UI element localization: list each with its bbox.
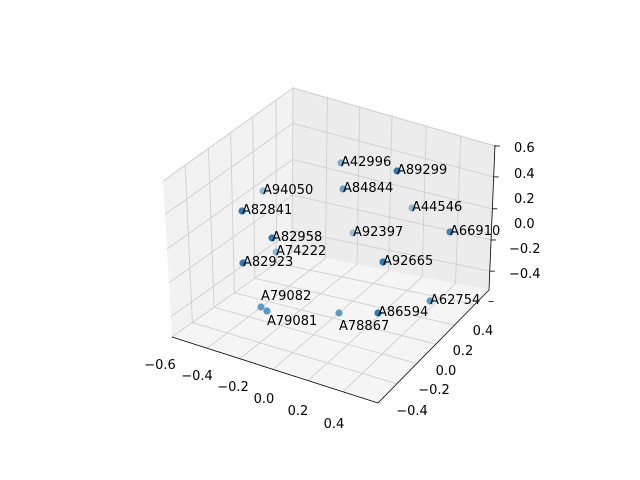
left-gridline-z — [168, 194, 293, 284]
floor-gridline-y — [192, 322, 397, 385]
floor-pane — [172, 252, 489, 403]
back-gridline-z — [292, 122, 494, 178]
data-point — [272, 248, 280, 256]
data-point — [335, 309, 343, 317]
y-tick-label: 0.4 — [473, 324, 494, 339]
data-point — [259, 187, 267, 195]
point-label: A82923 — [243, 255, 293, 270]
back-gridline-z — [292, 194, 492, 241]
back-gridline-z — [292, 230, 490, 272]
back-gridline-x — [291, 86, 294, 253]
point-label: A74222 — [276, 244, 326, 259]
x-tick-label: −0.6 — [144, 358, 176, 373]
data-point — [257, 303, 265, 311]
z-tick-label: −0.4 — [509, 267, 541, 282]
x-tick-label: 0.0 — [254, 392, 275, 407]
data-point — [339, 185, 347, 193]
y-tick-label: −0.2 — [418, 383, 450, 398]
back-gridline-z — [292, 159, 493, 210]
point-label: A79081 — [267, 314, 317, 329]
back-gridline-x — [388, 115, 393, 271]
left-gridline-y — [230, 131, 235, 293]
point-label: A66910 — [450, 224, 500, 239]
point-label: A78867 — [339, 319, 389, 334]
left-pane — [163, 87, 293, 337]
z-axis-line — [488, 144, 496, 291]
data-point — [393, 167, 401, 175]
data-point — [349, 229, 357, 237]
z-tick-label: 0.6 — [514, 141, 535, 156]
x-axis-line — [171, 336, 379, 404]
x-tick-label: 0.4 — [324, 417, 345, 432]
back-gridline-x — [356, 106, 361, 265]
point-label: A86594 — [378, 305, 428, 320]
point-label: A62754 — [430, 293, 480, 308]
y-tick-label: −0.4 — [396, 404, 428, 419]
data-point — [238, 207, 246, 215]
point-label: A42996 — [341, 155, 391, 170]
point-label: A92665 — [383, 254, 433, 269]
x-tick-label: 0.2 — [288, 404, 309, 419]
floor-gridline-y — [276, 262, 475, 306]
left-gridline-z — [164, 122, 294, 215]
back-gridline-x — [325, 96, 328, 259]
y-axis-line — [377, 289, 490, 404]
point-label: A94050 — [263, 183, 313, 198]
back-gridline-z — [292, 87, 496, 147]
left-gridline-z — [162, 87, 294, 182]
x-tick-label: −0.2 — [217, 380, 249, 395]
data-point — [374, 309, 382, 317]
point-label: A89299 — [397, 163, 447, 178]
point-label: A92397 — [353, 225, 403, 240]
z-tick-label: 0.4 — [514, 167, 535, 182]
floor-gridline-x — [342, 283, 456, 393]
y-tick-label: 0.0 — [436, 364, 457, 379]
data-point — [446, 228, 454, 236]
data-point — [268, 234, 276, 242]
floor-gridline-y — [234, 292, 436, 345]
left-gridline-z — [166, 159, 293, 250]
z-tick-label: −0.2 — [509, 242, 541, 257]
z-tick-label: 0.0 — [514, 217, 535, 232]
floor-gridline-y — [254, 277, 455, 326]
data-point — [239, 259, 247, 267]
back-gridline-x — [421, 125, 427, 278]
back-gridline-x — [455, 135, 462, 284]
left-gridline-y — [184, 164, 193, 323]
point-label: A44546 — [412, 200, 462, 215]
data-point — [426, 297, 434, 305]
left-gridline-y — [208, 147, 215, 308]
left-gridline-y — [252, 115, 256, 279]
z-tick-label: 0.2 — [514, 192, 535, 207]
point-label: A79082 — [261, 289, 311, 304]
floor-gridline-x — [171, 251, 293, 338]
left-gridline-z — [170, 230, 293, 317]
data-point — [263, 307, 271, 315]
data-point — [408, 204, 416, 212]
point-label: A82958 — [272, 230, 322, 245]
data-point — [379, 258, 387, 266]
point-label: A84844 — [343, 181, 393, 196]
y-tick-label: 0.2 — [453, 344, 474, 359]
data-point — [337, 159, 345, 167]
x-tick-label: −0.4 — [181, 369, 213, 384]
point-label: A82841 — [242, 203, 292, 218]
back-pane — [292, 87, 495, 290]
floor-gridline-y — [213, 306, 417, 364]
